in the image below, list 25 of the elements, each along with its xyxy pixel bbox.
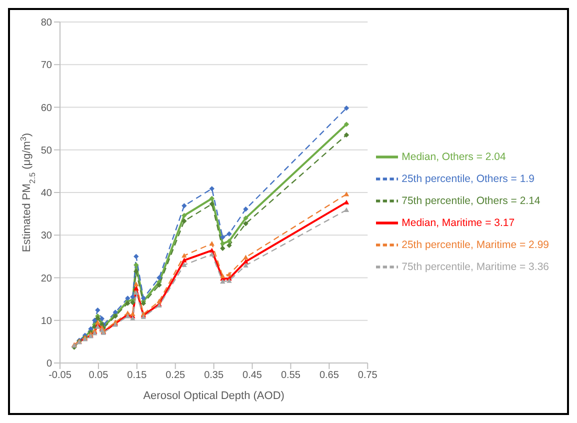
- x-tick-label: -0.05: [48, 370, 72, 382]
- x-tick-label: 0.75: [358, 370, 378, 382]
- x-tick-label: 0.55: [280, 370, 301, 382]
- legend-label: 75th percentile, Maritime = 3.36: [402, 260, 549, 272]
- x-tick-label: 0.05: [88, 370, 109, 382]
- legend-label: 25th percentile, Others = 1.9: [402, 172, 534, 184]
- x-tick-label: 0.35: [204, 370, 224, 382]
- legend-label: 25th percentile, Maritime = 2.99: [402, 238, 549, 250]
- legend-label: Median, Maritime = 3.17: [402, 216, 515, 228]
- y-tick-label: 60: [40, 102, 52, 114]
- y-tick-label: 0: [46, 358, 52, 370]
- legend-label: Median, Others = 2.04: [402, 150, 506, 162]
- x-tick-label: 0.15: [127, 370, 148, 382]
- x-axis-title: Aerosol Optical Depth (AOD): [143, 390, 284, 402]
- x-tick-label: 0.45: [242, 370, 262, 382]
- y-tick-label: 70: [40, 60, 52, 72]
- y-tick-label: 20: [40, 273, 52, 284]
- legend-label: 75th percentile, Others = 2.14: [402, 194, 540, 206]
- x-tick-label: 0.65: [319, 370, 340, 382]
- y-tick-label: 30: [40, 230, 52, 242]
- x-tick-label: 0.25: [166, 370, 186, 382]
- y-tick-label: 10: [40, 316, 52, 327]
- y-tick-label: 50: [40, 145, 52, 156]
- y-tick-label: 40: [40, 188, 52, 200]
- y-tick-label: 80: [40, 18, 52, 29]
